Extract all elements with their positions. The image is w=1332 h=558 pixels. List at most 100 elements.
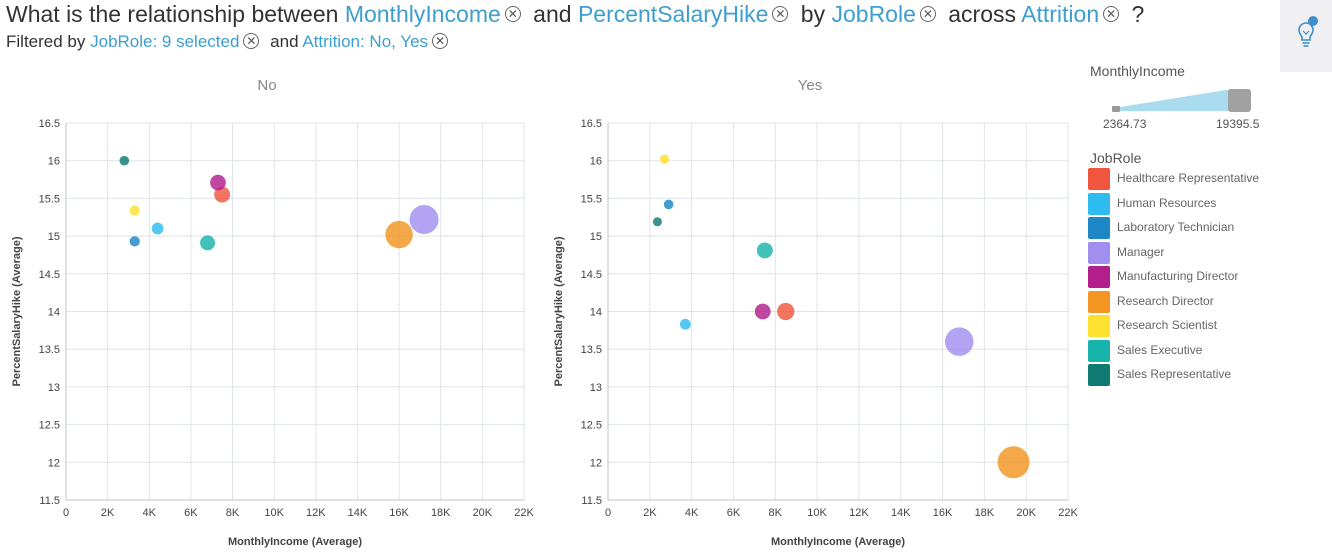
y-tick-label: 16	[48, 156, 60, 168]
legend-label: Healthcare Representative	[1117, 171, 1260, 185]
color-legend-title: JobRole	[1090, 150, 1142, 166]
legend-label: Manufacturing Director	[1117, 269, 1239, 283]
legend-swatch	[1088, 339, 1110, 362]
data-point	[777, 302, 795, 321]
size-legend-title: MonthlyIncome	[1090, 63, 1185, 79]
data-point	[151, 222, 164, 235]
size-legend-min: 2364.73	[1103, 117, 1147, 131]
legend-swatch	[1088, 241, 1110, 264]
data-point	[652, 217, 662, 227]
field-token-jobrole[interactable]: JobRole	[831, 1, 916, 27]
x-tick-label: 4K	[685, 507, 699, 519]
y-tick-label: 15	[48, 231, 60, 243]
remove-percentsalaryhike-icon[interactable]: ✕	[772, 6, 789, 23]
y-tick-label: 12.5	[39, 420, 60, 432]
y-tick-label: 14.5	[581, 269, 602, 281]
x-tick-label: 16K	[389, 507, 409, 519]
x-tick-label: 6K	[727, 507, 741, 519]
y-tick-label: 13	[590, 382, 602, 394]
data-point	[997, 446, 1030, 479]
y-tick-label: 15.5	[581, 193, 602, 205]
x-tick-label: 22K	[1058, 507, 1078, 519]
remove-filter-jobrole-icon[interactable]: ✕	[243, 33, 260, 50]
question-bar: What is the relationship between Monthly…	[6, 0, 1144, 30]
y-tick-label: 13.5	[581, 344, 602, 356]
remove-jobrole-icon[interactable]: ✕	[919, 6, 936, 23]
x-tick-label: 20K	[1016, 507, 1036, 519]
filter-jobrole[interactable]: JobRole: 9 selected	[90, 32, 240, 51]
size-legend-max: 19395.5	[1216, 117, 1260, 131]
data-point	[754, 303, 771, 320]
data-point	[129, 236, 140, 247]
remove-attrition-icon[interactable]: ✕	[1103, 6, 1120, 23]
legend-swatch	[1088, 217, 1110, 239]
x-tick-label: 22K	[514, 507, 534, 519]
data-point	[659, 154, 670, 164]
x-tick-label: 18K	[975, 507, 995, 519]
data-point	[945, 327, 974, 356]
x-tick-label: 14K	[891, 507, 911, 519]
x-tick-label: 0	[605, 507, 611, 519]
legend-swatch	[1088, 168, 1110, 190]
filter-prefix: Filtered by	[6, 32, 86, 51]
y-tick-label: 12.5	[581, 420, 602, 432]
data-point	[129, 205, 140, 216]
data-point	[756, 242, 773, 259]
insight-button[interactable]	[1280, 0, 1332, 72]
y-tick-label: 14	[590, 307, 602, 319]
question-text: What is the relationship between	[6, 1, 339, 27]
data-point	[679, 318, 691, 330]
filter-bar: Filtered by JobRole: 9 selected ✕ and Att…	[6, 31, 454, 55]
field-token-attrition[interactable]: Attrition	[1021, 1, 1100, 27]
legend-label: Sales Representative	[1117, 367, 1232, 381]
question-text: by	[800, 1, 826, 27]
filter-attrition[interactable]: Attrition: No, Yes	[302, 32, 429, 51]
legend-swatch	[1088, 364, 1110, 386]
data-point	[210, 174, 226, 191]
size-legend-ramp	[1112, 89, 1251, 112]
scatter-chart-no: No 11.5 12 12.5 13 13.5 14 14.5 15 15.5 16 16.5 0 2K 4…	[11, 77, 534, 548]
y-axis-title: PercentSalaryHike (Average)	[553, 236, 565, 386]
data-point	[409, 204, 439, 235]
x-tick-label: 8K	[769, 507, 783, 519]
remove-monthlyincome-icon[interactable]: ✕	[504, 6, 521, 23]
x-tick-label: 2K	[101, 507, 115, 519]
legend-label: Research Director	[1117, 293, 1214, 308]
legend-label: Research Scientist	[1117, 318, 1218, 332]
y-tick-label: 11.5	[39, 495, 60, 507]
y-tick-label: 16	[590, 156, 602, 168]
x-tick-label: 12K	[849, 507, 869, 519]
remove-filter-attrition-icon[interactable]: ✕	[432, 33, 449, 50]
filter-joiner: and	[270, 32, 299, 51]
x-tick-label: 18K	[431, 507, 451, 519]
legend-label: Manager	[1117, 244, 1165, 259]
field-token-monthlyincome[interactable]: MonthlyIncome	[344, 1, 501, 27]
y-tick-label: 13.5	[39, 344, 60, 356]
field-token-percentsalaryhike[interactable]: PercentSalaryHike	[577, 1, 769, 27]
y-tick-label: 14.5	[39, 269, 60, 281]
x-tick-label: 2K	[643, 507, 657, 519]
x-tick-label: 4K	[143, 507, 157, 519]
y-tick-label: 14	[48, 307, 60, 319]
x-tick-label: 14K	[348, 507, 368, 519]
legend-swatch	[1088, 290, 1110, 313]
question-mark: ?	[1131, 1, 1145, 27]
x-tick-label: 16K	[933, 507, 953, 519]
legend-label: Human Resources	[1117, 195, 1217, 210]
y-tick-label: 15	[590, 231, 602, 243]
data-point	[119, 155, 130, 166]
x-tick-label: 8K	[226, 507, 240, 519]
legend-label: Sales Executive	[1117, 342, 1203, 357]
x-tick-label: 10K	[807, 507, 827, 519]
data-point	[663, 199, 674, 210]
data-point	[200, 235, 216, 251]
x-tick-label: 0	[63, 507, 69, 519]
y-tick-label: 11.5	[581, 495, 602, 507]
panel-title: Yes	[798, 77, 822, 94]
data-point	[214, 186, 231, 203]
x-tick-label: 6K	[184, 507, 198, 519]
x-tick-label: 12K	[306, 507, 326, 519]
y-tick-label: 16.5	[39, 118, 60, 130]
legend-swatch	[1088, 315, 1110, 337]
legend-label: Laboratory Technician	[1117, 220, 1235, 234]
